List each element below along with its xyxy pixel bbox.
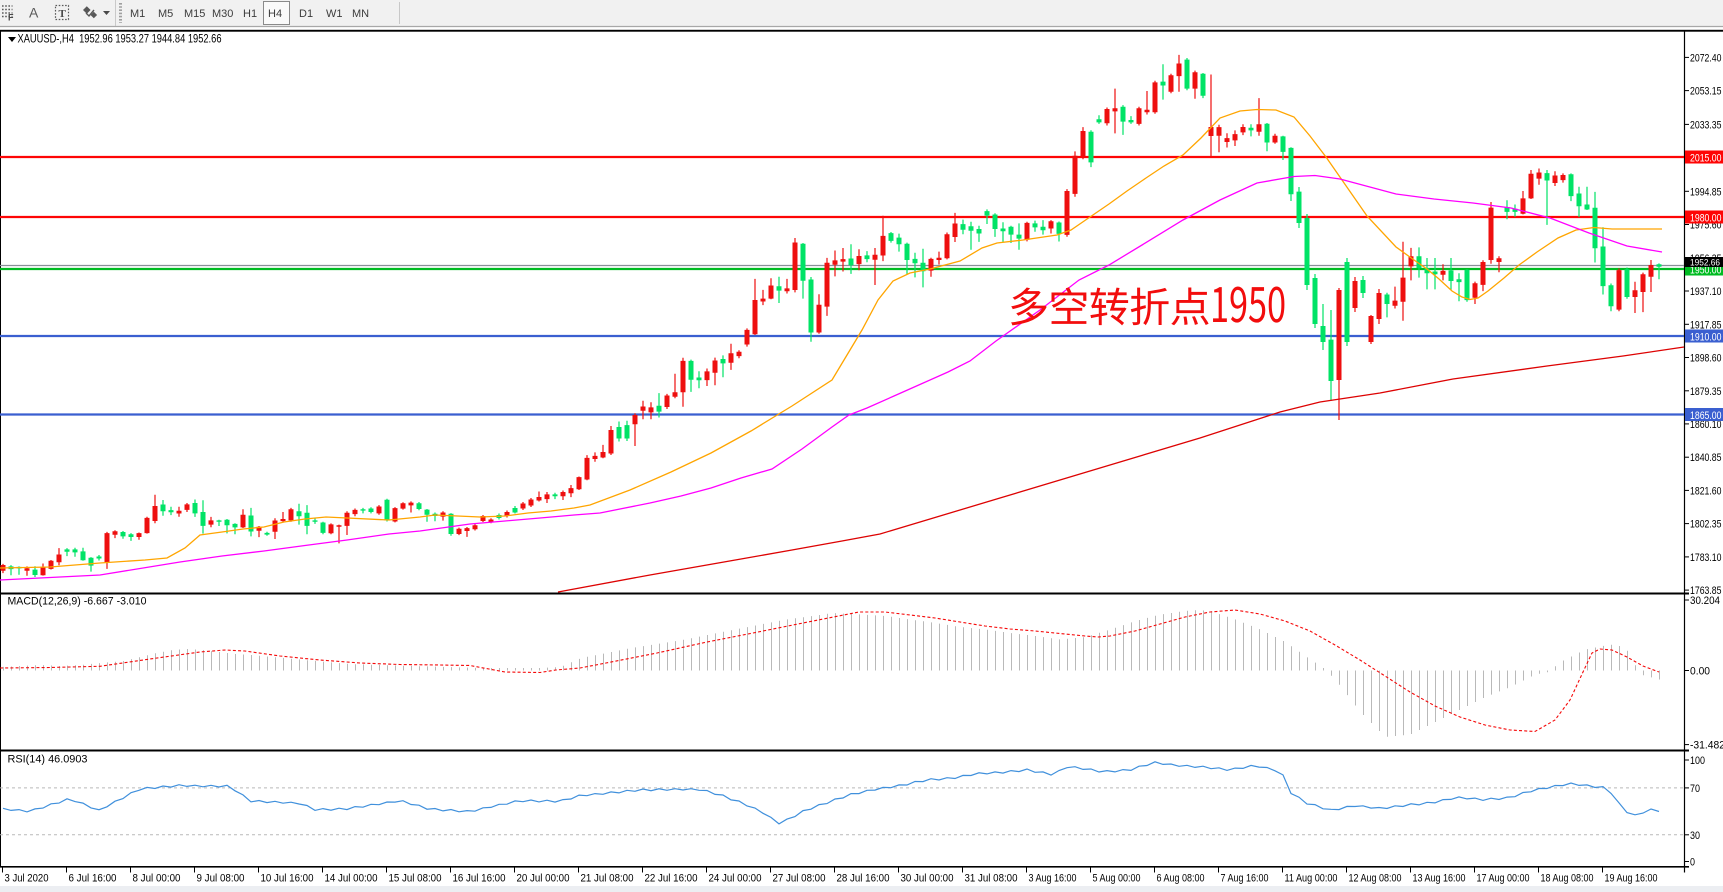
svg-text:6 Jul 16:00: 6 Jul 16:00 — [69, 873, 117, 885]
svg-text:1821.60: 1821.60 — [1690, 485, 1722, 497]
svg-text:5 Aug 00:00: 5 Aug 00:00 — [1093, 873, 1141, 885]
svg-text:RSI(14) 46.0903: RSI(14) 46.0903 — [8, 754, 88, 766]
svg-text:F: F — [8, 13, 14, 23]
svg-text:18 Aug 08:00: 18 Aug 08:00 — [1541, 873, 1594, 885]
svg-text:28 Jul 16:00: 28 Jul 16:00 — [837, 873, 890, 885]
svg-text:1802.35: 1802.35 — [1690, 519, 1722, 531]
svg-text:1952.66: 1952.66 — [1690, 258, 1720, 269]
svg-text:0: 0 — [1690, 857, 1695, 869]
svg-text:7 Aug 16:00: 7 Aug 16:00 — [1221, 873, 1269, 885]
svg-text:1860.10: 1860.10 — [1690, 419, 1722, 431]
svg-text:1898.60: 1898.60 — [1690, 353, 1722, 365]
svg-text:1950.00: 1950.00 — [1690, 265, 1722, 277]
svg-text:27 Jul 08:00: 27 Jul 08:00 — [773, 873, 826, 885]
svg-text:21 Jul 08:00: 21 Jul 08:00 — [581, 873, 634, 885]
svg-text:1763.85: 1763.85 — [1690, 585, 1722, 597]
svg-text:100: 100 — [1690, 755, 1705, 767]
svg-text:1783.10: 1783.10 — [1690, 552, 1722, 564]
svg-text:1980.00: 1980.00 — [1690, 213, 1722, 225]
svg-text:10 Jul 16:00: 10 Jul 16:00 — [261, 873, 314, 885]
svg-text:1840.85: 1840.85 — [1690, 452, 1722, 464]
svg-text:H4: H4 — [268, 8, 282, 20]
svg-text:-31.482: -31.482 — [1690, 740, 1723, 752]
svg-text:M30: M30 — [212, 8, 233, 20]
svg-text:MACD(12,26,9) -6.667 -3.010: MACD(12,26,9) -6.667 -3.010 — [8, 596, 147, 608]
svg-text:1917.85: 1917.85 — [1690, 319, 1722, 331]
svg-text:20 Jul 00:00: 20 Jul 00:00 — [517, 873, 570, 885]
svg-text:1910.00: 1910.00 — [1690, 332, 1722, 344]
svg-text:2033.35: 2033.35 — [1690, 119, 1722, 131]
svg-text:6 Aug 08:00: 6 Aug 08:00 — [1157, 873, 1205, 885]
svg-text:2015.00: 2015.00 — [1690, 153, 1722, 165]
svg-text:15 Jul 08:00: 15 Jul 08:00 — [389, 873, 442, 885]
svg-text:8 Jul 00:00: 8 Jul 00:00 — [133, 873, 181, 885]
svg-text:1879.35: 1879.35 — [1690, 386, 1722, 398]
svg-text:1994.85: 1994.85 — [1690, 186, 1722, 198]
svg-text:24 Jul 00:00: 24 Jul 00:00 — [709, 873, 762, 885]
svg-text:3 Jul 2020: 3 Jul 2020 — [5, 873, 49, 885]
svg-text:M5: M5 — [158, 8, 173, 20]
svg-text:M1: M1 — [130, 8, 145, 20]
svg-text:2072.40: 2072.40 — [1690, 52, 1722, 64]
svg-text:22 Jul 16:00: 22 Jul 16:00 — [645, 873, 698, 885]
svg-text:W1: W1 — [326, 8, 343, 20]
svg-text:19 Aug 16:00: 19 Aug 16:00 — [1605, 873, 1658, 885]
svg-text:14 Jul 00:00: 14 Jul 00:00 — [325, 873, 378, 885]
svg-text:T: T — [59, 8, 67, 20]
svg-text:MN: MN — [352, 8, 369, 20]
svg-text:2053.15: 2053.15 — [1690, 86, 1722, 98]
svg-text:12 Aug 08:00: 12 Aug 08:00 — [1349, 873, 1402, 885]
svg-text:30.204: 30.204 — [1690, 595, 1720, 607]
svg-text:D1: D1 — [299, 8, 313, 20]
svg-text:31 Jul 08:00: 31 Jul 08:00 — [965, 873, 1018, 885]
svg-text:1937.10: 1937.10 — [1690, 286, 1722, 298]
svg-text:30 Jul 00:00: 30 Jul 00:00 — [901, 873, 954, 885]
svg-text:XAUUSD-,H4 1952.96 1953.27 19: XAUUSD-,H4 1952.96 1953.27 1944.84 1952.… — [18, 32, 222, 46]
svg-text:17 Aug 00:00: 17 Aug 00:00 — [1477, 873, 1530, 885]
svg-text:3 Aug 16:00: 3 Aug 16:00 — [1029, 873, 1077, 885]
svg-text:1865.00: 1865.00 — [1690, 410, 1722, 422]
svg-text:70: 70 — [1690, 783, 1700, 795]
svg-text:M15: M15 — [184, 8, 205, 20]
svg-text:13 Aug 16:00: 13 Aug 16:00 — [1413, 873, 1466, 885]
svg-text:0.00: 0.00 — [1690, 666, 1710, 678]
svg-text:30: 30 — [1690, 830, 1700, 842]
svg-text:H1: H1 — [243, 8, 257, 20]
svg-text:A: A — [29, 5, 39, 21]
svg-text:9 Jul 08:00: 9 Jul 08:00 — [197, 873, 245, 885]
svg-text:16 Jul 16:00: 16 Jul 16:00 — [453, 873, 506, 885]
svg-text:11 Aug 00:00: 11 Aug 00:00 — [1285, 873, 1338, 885]
